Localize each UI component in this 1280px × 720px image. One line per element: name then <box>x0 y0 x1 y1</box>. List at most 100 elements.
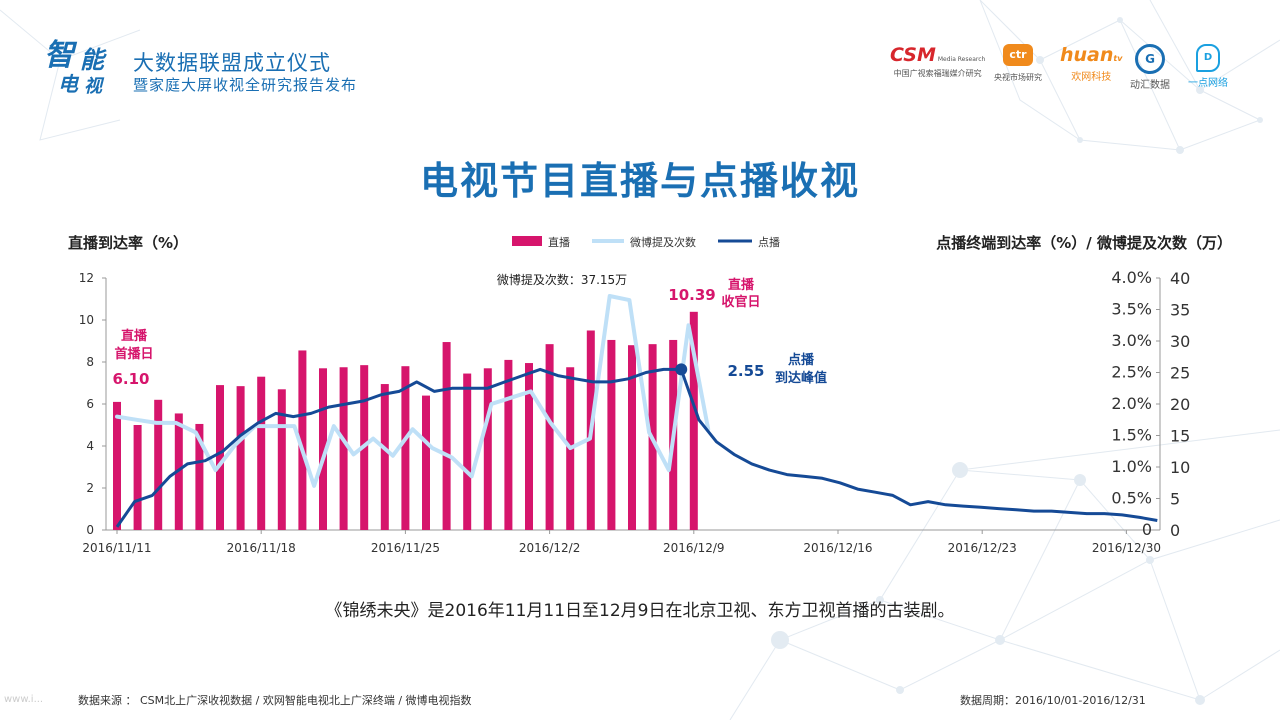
right-count-tick-label: 30 <box>1170 332 1190 351</box>
x-tick-label: 2016/11/11 <box>82 541 151 555</box>
live-bar <box>628 345 636 530</box>
live-bar <box>607 339 616 530</box>
last-day-label-line1: 直播 <box>728 277 755 293</box>
live-bar <box>133 425 142 530</box>
logo-char: 能 <box>80 45 104 74</box>
x-tick-label: 2016/12/23 <box>948 541 1017 555</box>
live-bar <box>689 311 698 530</box>
first-day-label-line1: 直播 <box>121 328 148 344</box>
right-pct-tick-label: 3.5% <box>1111 300 1152 319</box>
x-tick-label: 2016/12/9 <box>663 541 725 555</box>
live-bar <box>319 368 327 530</box>
partner-name: ctr <box>1009 48 1027 61</box>
legend-label-weibo: 微博提及次数 <box>630 235 696 249</box>
partner-subtitle: 动汇数据 <box>1130 80 1170 91</box>
left-tick-label: 8 <box>86 355 94 369</box>
data-source: 数据来源 ： CSM北上广深收视数据 / 欢网智能电视北上广深终端 / 微博电视… <box>78 694 472 707</box>
partner-name: CSM <box>890 44 936 66</box>
vod-peak-value: 2.55 <box>727 362 764 380</box>
yidian-logo-icon: D <box>1196 44 1220 72</box>
right-pct-tick-label: 4.0% <box>1111 268 1152 287</box>
vod-peak-marker <box>675 363 688 376</box>
watermark: www.i... <box>4 694 44 705</box>
x-tick-label: 2016/12/16 <box>803 541 872 555</box>
smart-tv-logo: 智 能 电 视 <box>40 30 120 100</box>
partner-name: huan <box>1060 44 1114 66</box>
right-count-tick-label: 0 <box>1170 521 1180 540</box>
x-tick-label: 2016/11/18 <box>227 541 296 555</box>
right-count-tick-label: 15 <box>1170 427 1190 446</box>
live-bar <box>339 367 348 530</box>
live-bar <box>277 389 286 530</box>
legend-swatch-live <box>512 236 542 246</box>
partner-logo-ctr: ctr 央视市场研究 <box>994 44 1042 83</box>
live-bar <box>154 399 163 530</box>
right-count-tick-label: 40 <box>1170 269 1190 288</box>
live-bar <box>401 366 410 530</box>
right-count-tick-label: 5 <box>1170 490 1180 509</box>
logo-char: 智 <box>44 38 74 73</box>
vod-peak-label-line2: 到达峰值 <box>775 370 827 386</box>
live-bar <box>380 384 389 530</box>
event-title: 大数据联盟成立仪式 <box>133 51 331 75</box>
live-bar <box>298 350 307 530</box>
last-day-label-line2: 收官日 <box>721 294 760 310</box>
right-count-tick-label: 25 <box>1170 364 1190 383</box>
left-axis-title: 直播到达率（%） <box>68 234 189 252</box>
live-bar <box>483 368 492 530</box>
live-bar <box>525 363 533 530</box>
right-pct-tick-label: 0 <box>1142 520 1152 539</box>
partner-logo-donghui: G 动汇数据 <box>1130 44 1170 91</box>
x-tick-label: 2016/12/30 <box>1092 541 1161 555</box>
live-bar <box>545 344 554 530</box>
live-bar <box>236 386 245 530</box>
page-title: 电视节目直播与点播收视 <box>419 159 860 203</box>
logo-char: 视 <box>84 76 102 97</box>
left-tick-label: 12 <box>79 271 94 285</box>
partner-subtitle: 一点网络 <box>1188 78 1228 89</box>
weibo-peak-annotation: 微博提及次数：37.15万 <box>497 272 627 287</box>
first-day-label-line2: 首播日 <box>114 346 153 362</box>
right-pct-tick-label: 1.5% <box>1111 426 1152 445</box>
partner-subtitle: 央视市场研究 <box>994 73 1042 82</box>
partner-logo-huan: huantv 欢网科技 <box>1060 44 1122 83</box>
first-day-value: 6.10 <box>112 370 149 388</box>
live-bar <box>422 395 430 530</box>
partner-logo-csm: CSM Media Research 中国广视索福瑞媒介研究 <box>890 44 985 79</box>
right-pct-tick-label: 2.0% <box>1111 394 1152 413</box>
event-subtitle: 暨家庭大屏收视全研究报告发布 <box>133 76 358 94</box>
partner-logo-yidian: D 一点网络 <box>1188 44 1228 89</box>
partner-name: G <box>1145 52 1155 66</box>
chart-description: 《锦绣未央》是2016年11月11日至12月9日在北京卫视、东方卫视首播的古装剧… <box>325 601 955 621</box>
vod-series-line <box>115 367 1158 528</box>
live-bar <box>463 373 472 530</box>
donghui-logo-icon: G <box>1135 44 1165 74</box>
right-pct-tick-label: 0.5% <box>1111 489 1152 508</box>
live-bar <box>195 423 204 530</box>
live-bar <box>504 359 513 530</box>
ctr-logo-icon: ctr <box>1003 44 1033 66</box>
right-axis-title: 点播终端到达率（%）/ 微博提及次数（万） <box>936 234 1232 252</box>
x-tick-label: 2016/11/25 <box>371 541 440 555</box>
last-day-value: 10.39 <box>668 286 715 304</box>
left-tick-label: 0 <box>86 523 94 537</box>
legend-label-vod: 点播 <box>758 235 780 249</box>
right-count-tick-label: 20 <box>1170 395 1190 414</box>
right-pct-tick-label: 3.0% <box>1111 331 1152 350</box>
right-pct-tick-label: 2.5% <box>1111 363 1152 382</box>
live-bar <box>442 342 451 530</box>
live-bar <box>216 385 224 530</box>
data-period: 数据周期：2016/10/01-2016/12/31 <box>960 694 1146 707</box>
partner-tag: Media Research <box>937 56 986 63</box>
left-tick-label: 6 <box>86 397 94 411</box>
left-tick-label: 4 <box>86 439 94 453</box>
live-bar <box>257 376 266 530</box>
vod-peak-label-line1: 点播 <box>788 352 815 368</box>
partner-tag: tv <box>1113 54 1123 63</box>
legend-label-live: 直播 <box>548 235 570 249</box>
live-bar <box>113 401 121 530</box>
weibo-series-line <box>115 294 711 488</box>
partner-subtitle: 中国广视索福瑞媒介研究 <box>893 69 982 78</box>
